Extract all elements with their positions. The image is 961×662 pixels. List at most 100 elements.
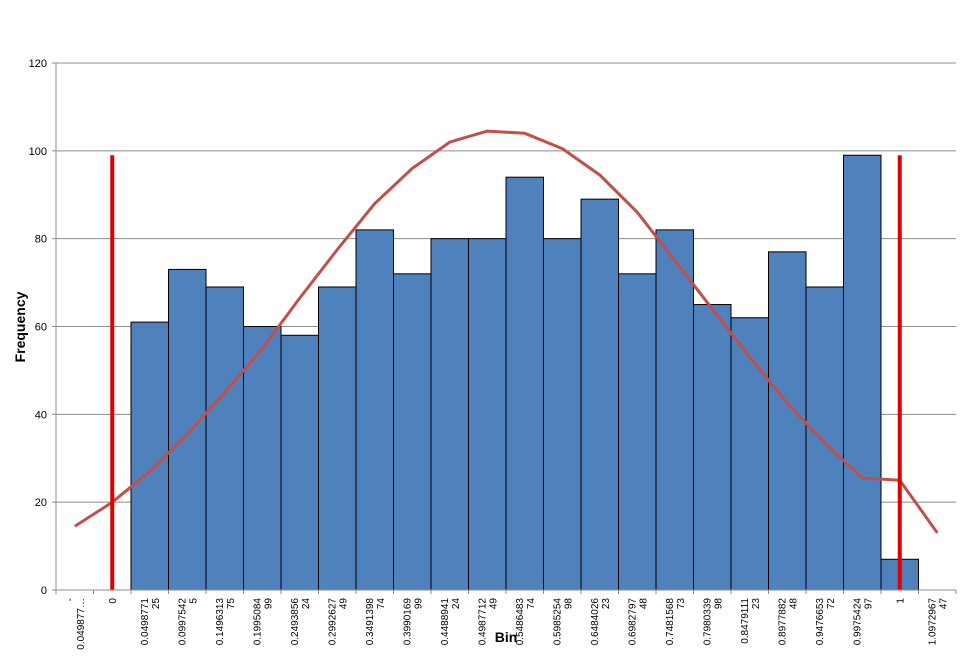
x-tick-label: 0.349139874 <box>365 598 387 646</box>
x-tick-label-line: 25 <box>151 598 162 610</box>
y-tick-label: 80 <box>35 234 47 246</box>
x-tick-label: 0.399016999 <box>402 598 424 646</box>
x-tick-label: 0.997542497 <box>852 598 874 646</box>
bar <box>618 273 657 591</box>
x-tick-label: 0.698279748 <box>627 598 649 646</box>
bar <box>580 198 619 591</box>
x-tick-label: 0.897788248 <box>777 598 799 646</box>
bar <box>318 286 357 591</box>
x-tick-label-line: 0.5486483 <box>515 598 526 646</box>
bar <box>805 286 844 591</box>
y-axis-ticks: 0 20 40 60 80 100 120 <box>29 58 56 597</box>
x-tick-label: 1.097296747 <box>927 598 949 646</box>
bar <box>505 176 544 591</box>
x-tick-label-line: 75 <box>226 598 237 610</box>
bar <box>168 268 207 591</box>
x-tick-label-line: 72 <box>826 598 837 610</box>
x-tick-label-line: 0.7980339 <box>702 598 713 646</box>
bar <box>243 326 282 591</box>
x-tick-label-line: 0.9975424 <box>852 598 863 646</box>
x-tick-label-line: 0.049877… <box>76 598 87 650</box>
y-tick-label: 60 <box>35 322 47 334</box>
bar <box>205 286 244 591</box>
x-tick-label: 0.448894124 <box>440 598 462 646</box>
x-tick-label-line: 97 <box>863 598 874 610</box>
x-tick-label: 0.149631375 <box>215 598 237 646</box>
x-tick-label-line: 98 <box>713 598 724 610</box>
y-tick-label: 100 <box>29 146 47 158</box>
x-tick-label-line: 0.0997542 <box>177 598 188 646</box>
x-tick-label-line: 0.6484026 <box>590 598 601 646</box>
bar <box>655 229 694 591</box>
x-tick-label-line: 0.2493856 <box>290 598 301 646</box>
x-tick-label-line: 73 <box>676 598 687 610</box>
x-tick-label-line: 0.3990169 <box>402 598 413 646</box>
x-tick-label: 0.548648374 <box>515 598 537 646</box>
y-tick-label: 0 <box>41 585 47 597</box>
x-tick-label: 0.498771249 <box>477 598 499 646</box>
bar <box>130 321 169 591</box>
x-tick-label: 0.199508499 <box>252 598 274 646</box>
x-tick-label: 0.648402623 <box>590 598 612 646</box>
x-tick-label: 0.748156873 <box>665 598 687 646</box>
x-tick-label-line: - <box>65 598 76 601</box>
x-tick-label-line: 0 <box>108 598 119 604</box>
bar <box>355 229 394 591</box>
x-tick-label-line: 74 <box>376 598 387 610</box>
x-tick-label-line: 1.0972967 <box>927 598 938 646</box>
x-tick-label-line: 0.7481568 <box>665 598 676 646</box>
x-tick-label-line: 24 <box>301 598 312 610</box>
x-tick-label-line: 47 <box>938 598 949 610</box>
bar <box>768 251 807 591</box>
x-tick-label-line: 0.0498771 <box>140 598 151 646</box>
y-tick-label: 120 <box>29 58 47 70</box>
x-tick-label-line: 0.6982797 <box>627 598 638 646</box>
y-tick-label: 40 <box>35 409 47 421</box>
x-tick-label-line: 0.8479111 <box>740 598 751 644</box>
bar <box>280 334 319 591</box>
x-tick-label: 0.947665372 <box>815 598 837 646</box>
x-tick-label-line: 0.1496313 <box>215 598 226 646</box>
x-tick-label: 1 <box>895 598 906 604</box>
bar <box>430 238 469 591</box>
x-tick-label: 0.09975425 <box>177 598 199 646</box>
x-tick-label-line: 48 <box>788 598 799 610</box>
x-tick-label-line: 49 <box>488 598 499 610</box>
x-tick-label-line: 0.2992627 <box>327 598 338 646</box>
x-tick-label: 0.249385624 <box>290 598 312 646</box>
x-tick-label: 0.299262749 <box>327 598 349 646</box>
x-tick-label: 0.847911123 <box>740 598 762 644</box>
x-tick-label-line: 1 <box>895 598 906 604</box>
bar <box>543 238 582 591</box>
x-tick-label: 0.598525498 <box>552 598 574 646</box>
normal-curve-series <box>73 129 939 534</box>
histogram-bars <box>130 154 919 591</box>
x-tick-label-line: 0.4987712 <box>477 598 488 646</box>
x-tick-label: -0.049877… <box>65 598 87 650</box>
x-tick-label-line: 0.3491398 <box>365 598 376 646</box>
x-tick-label-line: 74 <box>526 598 537 610</box>
bar <box>843 154 882 591</box>
x-tick-label-line: 24 <box>451 598 462 610</box>
normal-curve-line <box>73 129 939 534</box>
x-tick-label-line: 5 <box>188 598 199 604</box>
x-tick-label: 0.798033998 <box>702 598 724 646</box>
x-tick-label: 0 <box>108 598 119 604</box>
x-tick-label-line: 98 <box>563 598 574 610</box>
x-tick-label-line: 0.9476653 <box>815 598 826 646</box>
bar <box>468 238 507 591</box>
reference-lines <box>110 155 902 590</box>
x-tick-label-line: 23 <box>601 598 612 610</box>
x-tick-label-line: 0.5985254 <box>552 598 563 646</box>
y-tick-label: 20 <box>35 497 47 509</box>
x-tick-label-line: 49 <box>338 598 349 610</box>
x-tick-label: 0.049877125 <box>140 598 162 646</box>
x-tick-label-line: 0.8977882 <box>777 598 788 646</box>
y-axis-title: Frequency <box>12 291 28 362</box>
x-axis-ticks: -0.049877… 0 0.049877125 0.09975425 0.149631… <box>55 590 957 650</box>
bar <box>693 304 732 591</box>
x-tick-label-line: 0.4488941 <box>440 598 451 646</box>
x-tick-label-line: 99 <box>413 598 424 610</box>
x-tick-label-line: 48 <box>638 598 649 610</box>
